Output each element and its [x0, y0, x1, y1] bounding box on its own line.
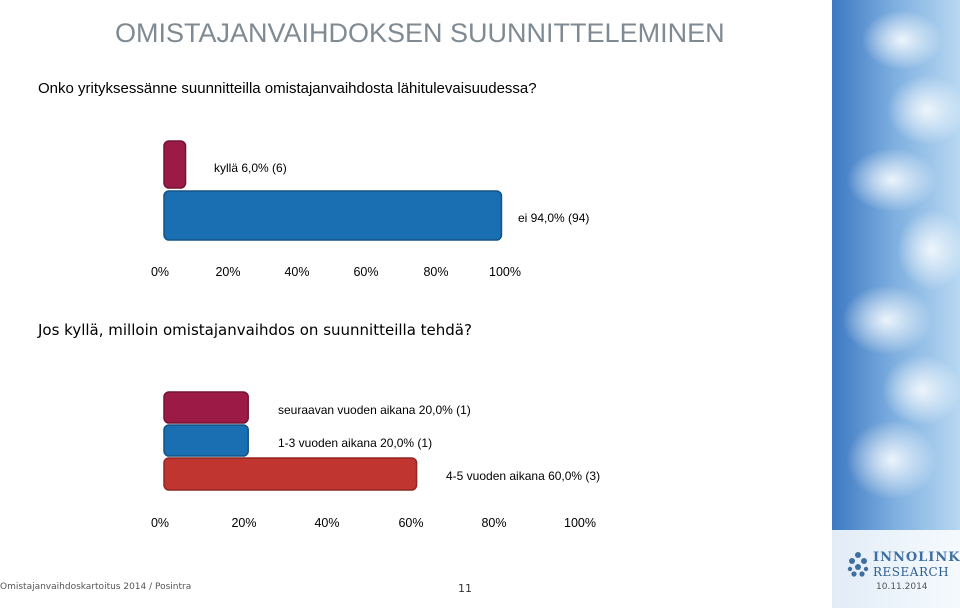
chart2-bar-2 [163, 424, 249, 457]
chart1-x-tick-5: 80% [423, 265, 448, 279]
chart2-x-tick-2: 20% [231, 516, 256, 530]
chart2-x-tick-1: 0% [151, 516, 169, 530]
logo-text-line1: INNOLINK [873, 550, 960, 565]
logo-text-line2: RESEARCH [873, 565, 950, 579]
chart2-x-tick-5: 80% [481, 516, 506, 530]
chart1-bar-label-2: ei 94,0% (94) [518, 211, 589, 225]
chart2-bar-1 [163, 391, 249, 424]
chart2-bar-label-1: seuraavan vuoden aikana 20,0% (1) [278, 403, 471, 417]
chart1-bar-2 [163, 190, 503, 241]
footer-date: 10.11.2014 [876, 582, 928, 592]
question-2-text: Jos kyllä, milloin omistajanvaihdos on s… [38, 321, 472, 339]
chart1-bar-1 [163, 140, 187, 189]
chart2-x-tick-3: 40% [314, 516, 339, 530]
page-title: OMISTAJANVAIHDOKSEN SUUNNITTELEMINEN [115, 18, 725, 48]
decorative-background-image [832, 0, 960, 608]
chart1-x-tick-1: 0% [151, 265, 169, 279]
chart1-x-tick-4: 60% [353, 265, 378, 279]
chart1-x-tick-2: 20% [215, 265, 240, 279]
chart1-x-tick-3: 40% [284, 265, 309, 279]
question-1-text: Onko yrityksessänne suunnitteilla omista… [38, 80, 537, 97]
chart1-bar-label-1: kyllä 6,0% (6) [214, 161, 287, 175]
chart2-bar-label-2: 1-3 vuoden aikana 20,0% (1) [278, 436, 432, 450]
chart2-x-tick-6: 100% [564, 516, 596, 530]
chart2-bar-label-3: 4-5 vuoden aikana 60,0% (3) [446, 469, 600, 483]
innolink-logo-icon [847, 552, 869, 577]
footer-source: Omistajanvaihdoskartoitus 2014 / Posintr… [0, 582, 192, 592]
chart2-bar-3 [163, 457, 418, 491]
page-number: 11 [458, 582, 472, 595]
chart2-x-tick-4: 60% [398, 516, 423, 530]
chart1-x-tick-6: 100% [489, 265, 521, 279]
